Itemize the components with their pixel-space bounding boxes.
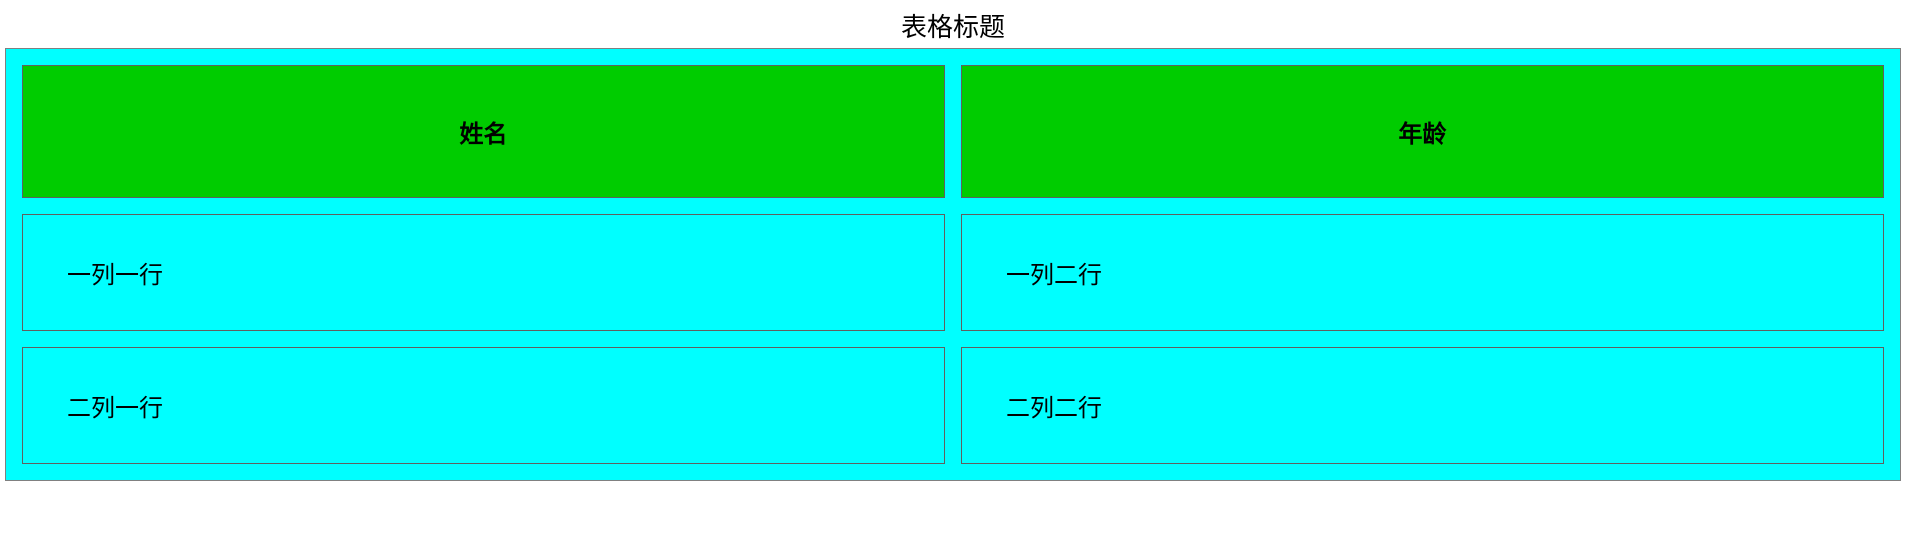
table-header-cell: 姓名 (22, 65, 945, 198)
table-caption: 表格标题 (5, 5, 1901, 48)
table-cell: 二列二行 (961, 347, 1884, 464)
table-cell: 二列一行 (22, 347, 945, 464)
table-cell: 一列二行 (961, 214, 1884, 331)
table-cell: 一列一行 (22, 214, 945, 331)
data-table: 姓名 年龄 一列一行 一列二行 二列一行 二列二行 (5, 48, 1901, 481)
table-row: 二列一行 二列二行 (22, 347, 1884, 464)
table-container: 表格标题 姓名 年龄 一列一行 一列二行 二列一行 二列二行 (5, 5, 1901, 481)
table-header-row: 姓名 年龄 (22, 65, 1884, 198)
table-row: 一列一行 一列二行 (22, 214, 1884, 331)
table-header-cell: 年龄 (961, 65, 1884, 198)
